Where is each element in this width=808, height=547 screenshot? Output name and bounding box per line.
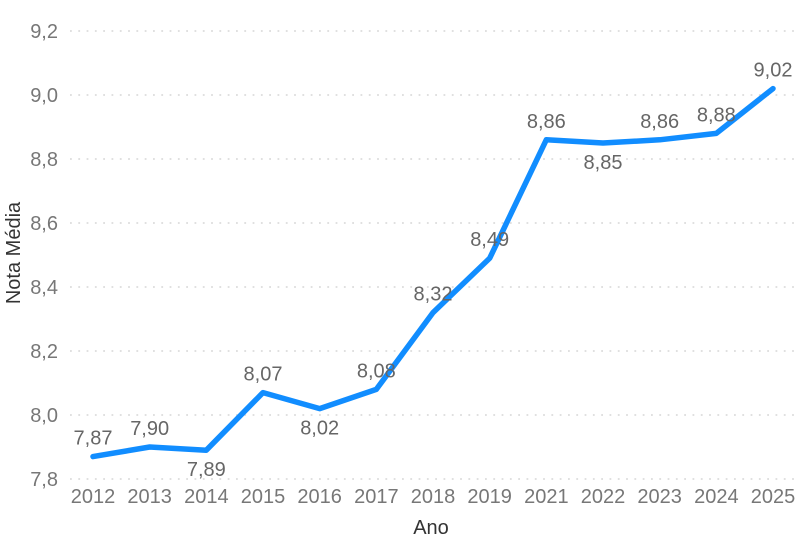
x-axis-tick-labels: 2012 2013 2014 2015 2016 2017 2018 2019 2021 2022… [71, 486, 796, 508]
x-tick-label: 2017 [354, 486, 399, 508]
y-axis-title: Nota Média [3, 201, 25, 304]
y-tick-label: 9,0 [30, 85, 58, 107]
y-tick-label: 8,6 [30, 213, 58, 235]
x-tick-label: 2022 [581, 486, 626, 508]
data-point-label: 7,89 [187, 459, 226, 481]
data-labels-layer: 7,87 7,90 7,89 8,07 8,02 8,08 8,32 8,49 8,86 8,85… [74, 60, 793, 482]
gridlines-layer [70, 30, 796, 480]
data-point-label: 7,90 [130, 418, 169, 440]
x-tick-label: 2014 [184, 486, 229, 508]
data-point-label: 8,86 [527, 111, 566, 133]
data-point-label: 9,02 [754, 60, 793, 82]
y-tick-label: 8,8 [30, 149, 58, 171]
x-tick-label: 2013 [127, 486, 172, 508]
data-point-label: 8,86 [640, 111, 679, 133]
x-tick-label: 2025 [751, 486, 796, 508]
x-tick-label: 2018 [411, 486, 456, 508]
x-tick-label: 2024 [694, 486, 739, 508]
data-point-label: 7,87 [74, 428, 113, 450]
data-point-label: 8,07 [244, 364, 283, 386]
data-point-label: 8,02 [300, 418, 339, 440]
x-axis-title: Ano [413, 517, 449, 539]
x-tick-label: 2021 [524, 486, 569, 508]
series-layer [90, 85, 776, 460]
x-tick-label: 2015 [241, 486, 286, 508]
series-line-nota-media[interactable] [90, 85, 776, 460]
y-tick-label: 8,4 [30, 277, 58, 299]
y-tick-label: 8,0 [30, 405, 58, 427]
y-axis-tick-labels: 7,8 8,0 8,2 8,4 8,6 8,8 9,0 9,2 [30, 21, 58, 491]
x-tick-label: 2012 [71, 486, 116, 508]
data-point-label: 8,88 [697, 104, 736, 126]
data-point-label: 8,08 [357, 360, 396, 382]
y-tick-label: 8,2 [30, 341, 58, 363]
data-point-label: 8,85 [584, 152, 623, 174]
data-point-label: 8,49 [470, 229, 509, 251]
x-tick-label: 2023 [637, 486, 682, 508]
x-tick-label: 2019 [467, 486, 512, 508]
y-tick-label: 7,8 [30, 469, 58, 491]
y-tick-label: 9,2 [30, 21, 58, 43]
data-point-label: 8,32 [414, 284, 453, 306]
x-tick-label: 2016 [297, 486, 342, 508]
